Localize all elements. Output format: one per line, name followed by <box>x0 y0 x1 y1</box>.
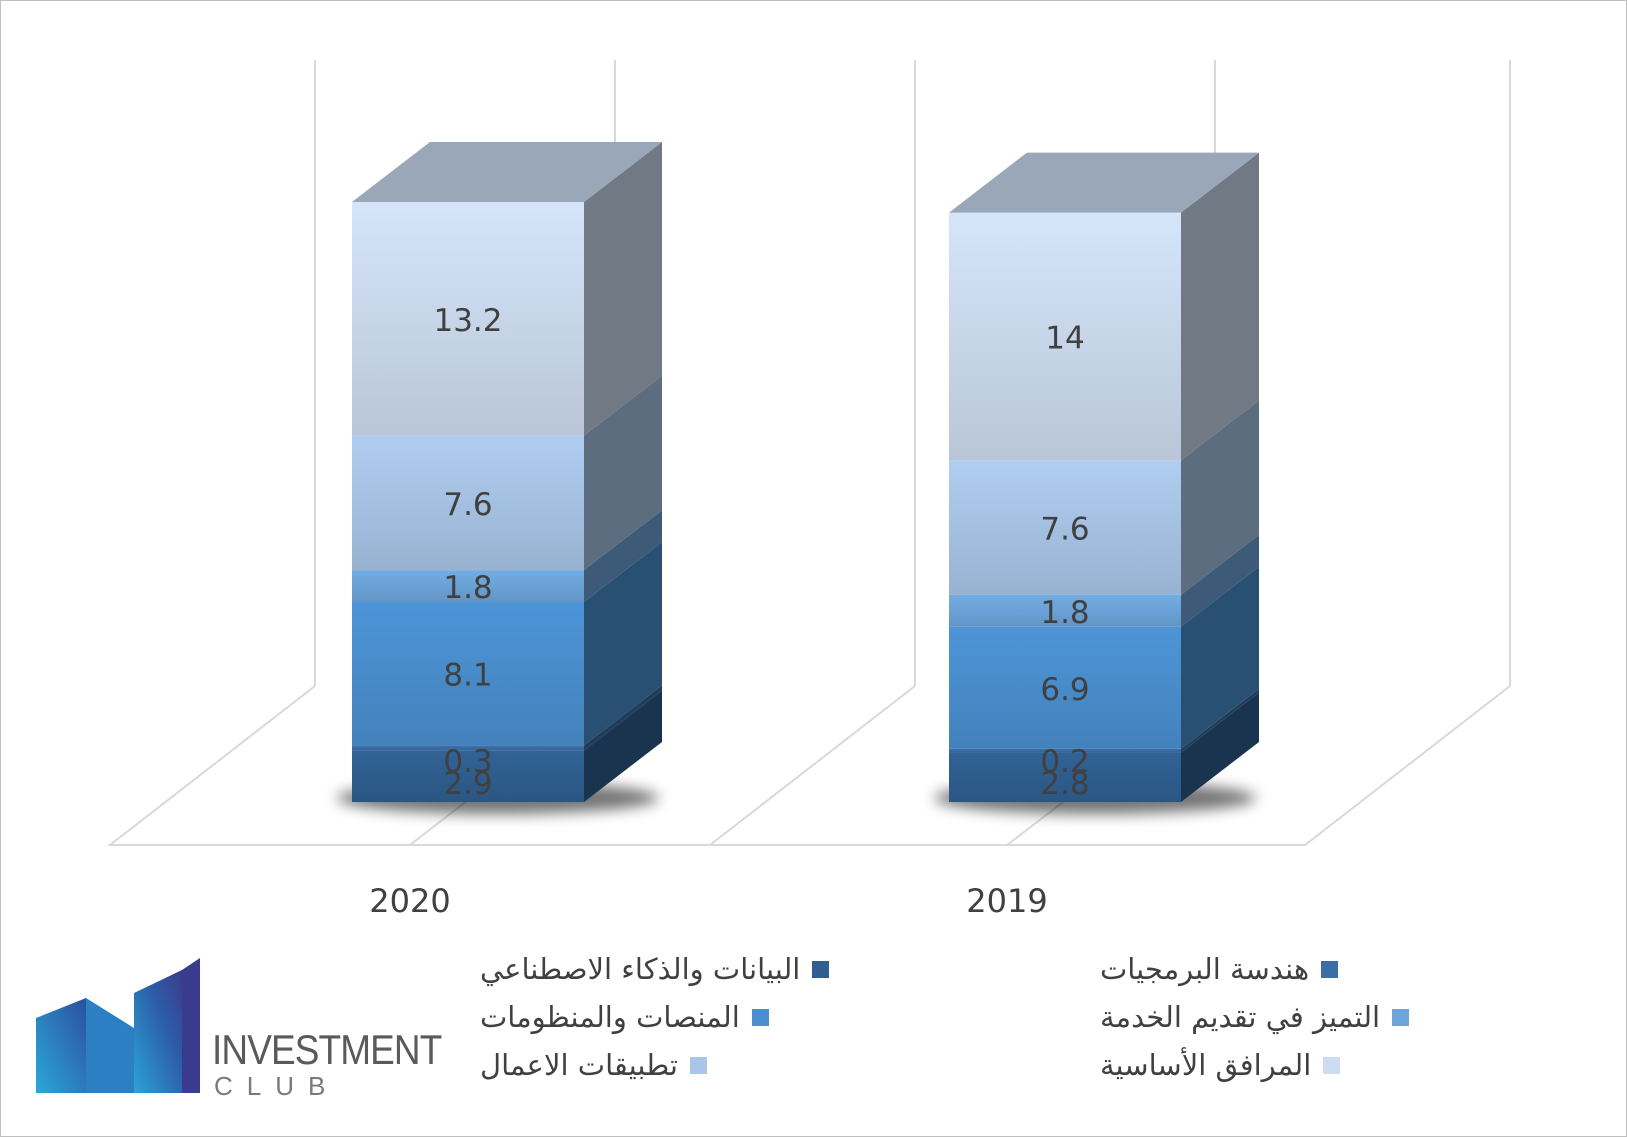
legend-label-0: البيانات والذكاء الاصطناعي <box>480 952 801 986</box>
bar-segment-2019-4 <box>949 400 1259 595</box>
legend-swatch-1 <box>1321 960 1339 978</box>
legend-item-4: تطبيقات الاعمال <box>480 1048 707 1082</box>
chart-legend: هندسة البرمجيات البيانات والذكاء الاصطناع… <box>470 952 1430 1102</box>
value-label-2019-3: 1.8 <box>1040 595 1089 631</box>
bar-segment-2020-5 <box>352 141 662 436</box>
category-label-2019: 2019 <box>966 882 1047 920</box>
legend-swatch-2 <box>751 1008 769 1026</box>
value-label-2020-5: 13.2 <box>433 303 502 339</box>
legend-item-1: هندسة البرمجيات <box>1100 952 1339 986</box>
bar-segment-2019-1 <box>949 688 1259 753</box>
bar-side-2020-5 <box>584 141 662 436</box>
bar-front-2020-1 <box>352 745 584 751</box>
value-label-2019-0: 2.8 <box>1040 766 1089 802</box>
bar-top-2020 <box>352 141 662 202</box>
bar-front-2020-2 <box>352 601 584 746</box>
bar-front-2020-3 <box>352 570 584 602</box>
legend-label-3: التميز في تقديم الخدمة <box>1100 1000 1381 1034</box>
bar-side-2019-0 <box>1181 692 1259 802</box>
legend-item-2: المنصات والمنظومات <box>480 1000 769 1034</box>
chart-value-labels: 2.90.3 8.1 1.8 7.6 13.2 2.80.2 6.9 1.8 7.6 14 <box>433 303 1089 802</box>
bar-side-2020-4 <box>584 375 662 571</box>
bar-side-2020-3 <box>584 510 662 602</box>
bar-front-2019-3 <box>949 594 1181 627</box>
bar-segment-2020-4 <box>352 375 662 571</box>
bar-segment-2020-2 <box>352 541 662 746</box>
legend-swatch-0 <box>812 960 830 978</box>
bar-front-2019-5 <box>949 212 1181 461</box>
bar-segment-2020-0 <box>352 690 662 802</box>
value-label-2020-3: 1.8 <box>443 570 492 606</box>
bar-segment-2019-5 <box>949 152 1259 461</box>
bar-front-2019-0 <box>949 752 1181 802</box>
legend-swatch-3 <box>1392 1008 1410 1026</box>
bar-front-2020-4 <box>352 435 584 571</box>
bar-front-2019-2 <box>949 626 1181 749</box>
investment-club-logo: INVESTMENT CLUB <box>34 958 442 1101</box>
bar-side-2020-0 <box>584 690 662 802</box>
legend-swatch-4 <box>689 1056 707 1074</box>
value-label-2019-5: 14 <box>1045 320 1084 356</box>
bar-front-2020-5 <box>352 201 584 436</box>
legend-label-2: المنصات والمنظومات <box>480 1000 740 1034</box>
floor-gridline-1 <box>709 685 916 846</box>
legend-swatch-5 <box>1323 1056 1341 1074</box>
bar-segment-2020-1 <box>352 685 662 751</box>
bar-side-2019-4 <box>1181 400 1259 595</box>
bar-side-2019-5 <box>1181 152 1259 461</box>
logo-subtitle: CLUB <box>214 1071 340 1101</box>
value-label-2020-1: 0.3 <box>443 744 492 780</box>
bar-top-2019 <box>949 152 1259 213</box>
category-label-2020: 2020 <box>369 882 450 920</box>
bar-side-2019-3 <box>1181 534 1259 627</box>
legend-item-0: البيانات والذكاء الاصطناعي <box>480 952 830 986</box>
legend-label-5: المرافق الأساسية <box>1100 1048 1312 1082</box>
bar-segment-2020-3 <box>352 510 662 602</box>
value-label-2019-1: 0.2 <box>1040 744 1089 780</box>
legend-label-4: تطبيقات الاعمال <box>480 1048 678 1082</box>
value-label-2020-0: 2.9 <box>443 766 492 802</box>
bar-side-2020-1 <box>584 685 662 751</box>
chart-bars <box>337 141 1259 814</box>
bar-front-2019-1 <box>949 748 1181 753</box>
x-axis: 2020 2019 <box>369 882 1047 920</box>
bar-segment-2019-3 <box>949 534 1259 627</box>
bar-front-2020-0 <box>352 750 584 802</box>
chart-grid <box>107 60 1511 846</box>
legend-label-1: هندسة البرمجيات <box>1100 952 1310 986</box>
bar-side-2020-2 <box>584 541 662 746</box>
bar-side-2019-2 <box>1181 566 1259 749</box>
logo-mark-icon <box>36 958 200 1093</box>
value-label-2020-2: 8.1 <box>443 658 492 694</box>
bar-front-2019-4 <box>949 460 1181 595</box>
bar-segment-2019-2 <box>949 566 1259 749</box>
logo-wordmark: INVESTMENT <box>212 1026 442 1073</box>
value-label-2019-2: 6.9 <box>1040 672 1089 708</box>
legend-item-3: التميز في تقديم الخدمة <box>1100 1000 1410 1034</box>
floor-outline <box>107 685 1511 846</box>
bar-side-2019-1 <box>1181 688 1259 753</box>
value-label-2019-4: 7.6 <box>1040 512 1089 548</box>
value-label-2020-4: 7.6 <box>443 487 492 523</box>
legend-item-5: المرافق الأساسية <box>1100 1048 1341 1082</box>
bar-segment-2019-0 <box>949 692 1259 802</box>
